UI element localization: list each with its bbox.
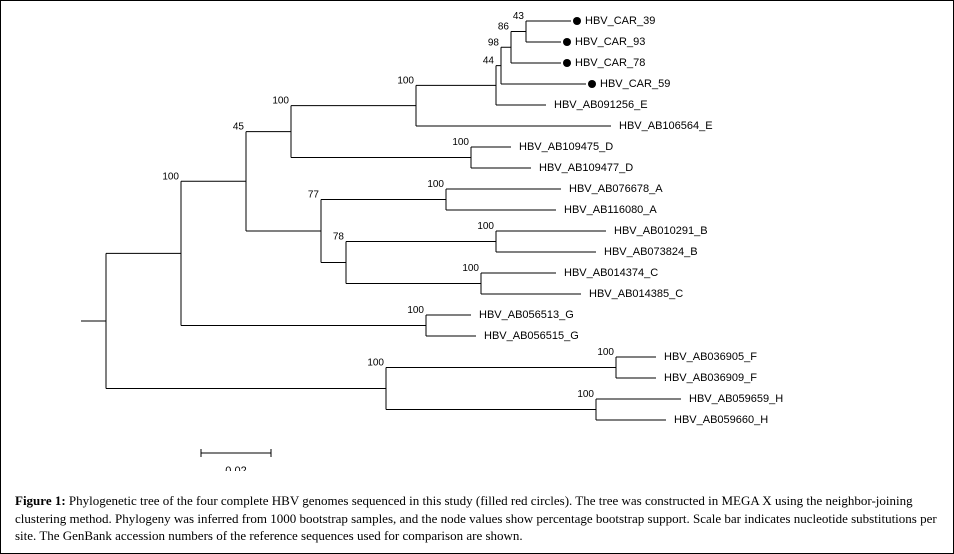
leaf-label: HBV_AB106564_E bbox=[619, 120, 713, 132]
leaf-label: HBV_AB091256_E bbox=[554, 99, 648, 111]
bootstrap-value: 100 bbox=[577, 389, 594, 400]
bootstrap-value: 45 bbox=[233, 122, 245, 133]
leaf-label: HBV_AB059660_H bbox=[674, 414, 768, 426]
leaf-label: HBV_AB109477_D bbox=[539, 162, 633, 174]
bootstrap-value: 77 bbox=[308, 190, 320, 201]
bootstrap-value: 100 bbox=[272, 96, 289, 107]
bootstrap-value: 44 bbox=[483, 56, 495, 67]
leaf-label: HBV_CAR_59 bbox=[600, 78, 670, 90]
bootstrap-value: 78 bbox=[333, 232, 345, 243]
sample-marker-icon bbox=[588, 80, 596, 88]
bootstrap-value: 86 bbox=[498, 22, 510, 33]
figure-caption-text: Phylogenetic tree of the four complete H… bbox=[15, 493, 937, 543]
leaf-label: HBV_AB036909_F bbox=[664, 372, 757, 384]
leaf-label: HBV_AB036905_F bbox=[664, 351, 757, 363]
leaf-label: HBV_AB056513_G bbox=[479, 309, 574, 321]
leaf-label: HBV_AB010291_B bbox=[614, 225, 708, 237]
bootstrap-value: 43 bbox=[513, 11, 525, 22]
scale-bar-label: 0.02 bbox=[225, 465, 246, 471]
bootstrap-value: 100 bbox=[462, 263, 479, 274]
leaf-label: HBV_CAR_39 bbox=[585, 15, 655, 27]
tree-svg: 4386 98 44 100 100 100 100 100 100 78 77 45 100 100 10… bbox=[1, 1, 954, 471]
bootstrap-value: 100 bbox=[397, 75, 414, 86]
sample-marker-icon bbox=[563, 38, 571, 46]
figure-caption: Figure 1: Phylogenetic tree of the four … bbox=[15, 492, 939, 545]
leaf-label: HBV_CAR_78 bbox=[575, 57, 645, 69]
leaf-label: HBV_CAR_93 bbox=[575, 36, 645, 48]
figure-frame: 4386 98 44 100 100 100 100 100 100 78 77 45 100 100 10… bbox=[0, 0, 954, 554]
leaf-label: HBV_AB056515_G bbox=[484, 330, 579, 342]
bootstrap-value: 100 bbox=[427, 179, 444, 190]
leaf-label: HBV_AB059659_H bbox=[689, 393, 783, 405]
phylogenetic-tree: 4386 98 44 100 100 100 100 100 100 78 77 45 100 100 10… bbox=[1, 1, 954, 471]
leaf-label: HBV_AB116080_A bbox=[564, 204, 657, 216]
sample-marker-icon bbox=[573, 17, 581, 25]
bootstrap-value: 100 bbox=[452, 137, 469, 148]
bootstrap-value: 100 bbox=[367, 358, 384, 369]
leaf-label: HBV_AB076678_A bbox=[569, 183, 663, 195]
bootstrap-value: 100 bbox=[407, 305, 424, 316]
sample-marker-icon bbox=[563, 59, 571, 67]
leaf-label: HBV_AB109475_D bbox=[519, 141, 613, 153]
figure-label: Figure 1: bbox=[15, 493, 66, 508]
bootstrap-value: 98 bbox=[488, 37, 500, 48]
bootstrap-value: 100 bbox=[477, 221, 494, 232]
bootstrap-value: 100 bbox=[597, 347, 614, 358]
bootstrap-value: 100 bbox=[162, 171, 179, 182]
leaf-label: HBV_AB014374_C bbox=[564, 267, 658, 279]
leaf-label: HBV_AB073824_B bbox=[604, 246, 698, 258]
leaf-label: HBV_AB014385_C bbox=[589, 288, 683, 300]
